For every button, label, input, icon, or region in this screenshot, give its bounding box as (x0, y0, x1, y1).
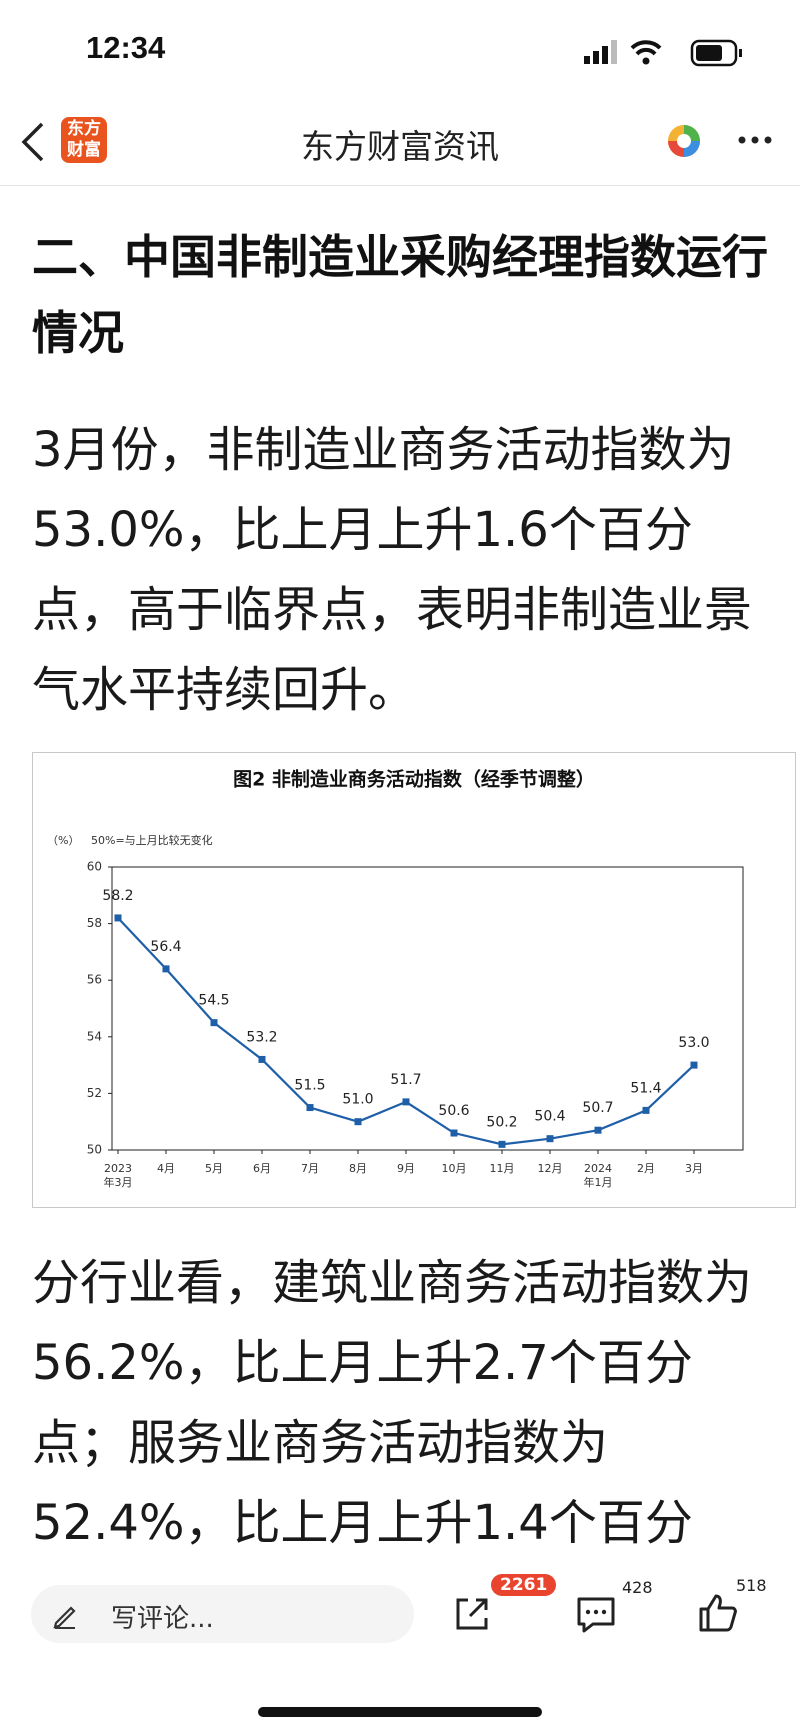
x-tick-label: 9月 (397, 1162, 415, 1175)
comment-button[interactable] (575, 1594, 617, 1636)
data-label: 51.0 (342, 1092, 373, 1108)
x-tick-label: 7月 (301, 1162, 319, 1175)
x-tick-label: 2023年3月 (103, 1162, 133, 1189)
home-indicator (258, 1707, 542, 1717)
data-label: 54.5 (198, 993, 229, 1009)
data-point (114, 914, 122, 922)
more-button[interactable] (736, 132, 776, 148)
share-count: 2261 (491, 1574, 557, 1596)
data-label: 51.4 (630, 1080, 661, 1096)
status-icons (584, 39, 742, 67)
plot-frame (111, 866, 744, 1151)
share-button[interactable] (452, 1594, 492, 1634)
y-unit: （%） (47, 834, 79, 847)
x-tick-label: 8月 (349, 1162, 367, 1175)
data-point (546, 1135, 554, 1143)
article-paragraph: 3月份，非制造业商务活动指数为53.0%，比上月上升1.6个百分点，高于临界点，… (32, 422, 753, 718)
comment-count: 428 (622, 1578, 653, 1597)
x-tick-label: 11月 (489, 1162, 515, 1175)
data-point (210, 1019, 218, 1027)
data-point (594, 1126, 602, 1134)
share-icon[interactable] (666, 123, 702, 159)
data-point (306, 1104, 314, 1112)
like-button[interactable] (697, 1592, 739, 1634)
comment-placeholder: 写评论... (111, 1604, 214, 1634)
x-tick-label: 12月 (537, 1162, 563, 1175)
data-label: 50.2 (486, 1114, 517, 1130)
chart-title: 图2 非制造业商务活动指数（经季节调整） (233, 768, 595, 791)
logo-text: 东方 (67, 119, 101, 139)
y-tick-label: 50 (87, 1143, 102, 1157)
like-count: 518 (736, 1576, 767, 1595)
data-label: 53.0 (678, 1035, 709, 1051)
data-label: 58.2 (102, 888, 133, 904)
x-tick-label: 10月 (441, 1162, 467, 1175)
logo-text: 财富 (67, 140, 101, 160)
data-label: 56.4 (150, 939, 181, 955)
y-tick-label: 54 (87, 1029, 102, 1043)
x-tick-label: 2月 (637, 1162, 655, 1175)
data-point (498, 1140, 506, 1148)
chart: 图2 非制造业商务活动指数（经季节调整） （%） 50%=与上月比较无变化 50… (32, 752, 796, 1208)
x-tick-label: 4月 (157, 1162, 175, 1175)
y-tick-label: 56 (87, 973, 102, 987)
x-tick-label: 3月 (685, 1162, 703, 1175)
data-point (690, 1061, 698, 1069)
chart-note: 50%=与上月比较无变化 (91, 833, 213, 847)
divider (0, 185, 800, 186)
app-logo[interactable]: 东方 财富 (61, 117, 107, 163)
y-tick-label: 52 (87, 1086, 102, 1100)
data-label: 50.4 (534, 1109, 565, 1125)
data-point (642, 1106, 650, 1114)
article-heading: 二、中国非制造业采购经理指数运行情况 (32, 230, 768, 360)
data-point (258, 1055, 266, 1063)
data-label: 51.7 (390, 1072, 421, 1088)
chart-svg: 图2 非制造业商务活动指数（经季节调整） （%） 50%=与上月比较无变化 50… (47, 768, 744, 1157)
data-point (402, 1098, 410, 1106)
bottom-bar: 写评论... 2261 428 518 (0, 1566, 800, 1731)
comment-input[interactable]: 写评论... (31, 1585, 414, 1643)
x-tick-label: 2024年1月 (583, 1162, 613, 1189)
data-point (354, 1118, 362, 1126)
data-label: 50.6 (438, 1103, 469, 1119)
y-tick-label: 58 (87, 916, 102, 930)
y-tick-label: 60 (87, 860, 102, 874)
data-point (162, 965, 170, 973)
back-button[interactable] (18, 120, 48, 164)
status-time: 12:34 (86, 30, 166, 65)
data-label: 51.5 (294, 1078, 325, 1094)
x-tick-label: 5月 (205, 1162, 223, 1175)
x-tick-label: 6月 (253, 1162, 271, 1175)
data-label: 50.7 (582, 1100, 613, 1116)
pen-icon (53, 1606, 76, 1629)
header-title: 东方财富资讯 (301, 127, 499, 166)
data-point (450, 1129, 458, 1137)
data-label: 53.2 (246, 1029, 277, 1045)
